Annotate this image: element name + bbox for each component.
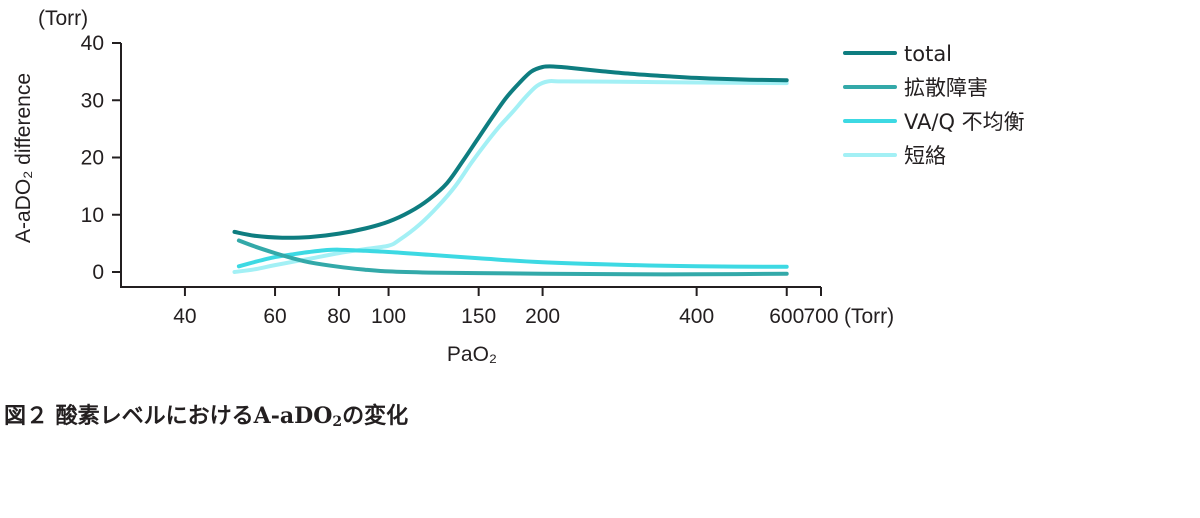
y-tick-label: 10 xyxy=(81,204,104,227)
series-line-2 xyxy=(236,238,789,277)
series-lines xyxy=(232,64,789,277)
x-tick-label: 400 xyxy=(679,305,714,328)
legend-label: VA/Q 不均衡 xyxy=(904,110,1025,134)
x-ticks: 40 60 80 100 150 200 400 600 700 xyxy=(173,287,839,328)
x-tick-label: 40 xyxy=(173,305,196,328)
series-line-4 xyxy=(232,79,789,274)
chart: (Torr) A-aDO₂ difference 0 10 20 30 40 40 60 8… xyxy=(12,7,1025,366)
x-tick-label: 100 xyxy=(371,305,406,328)
y-tick-label: 30 xyxy=(81,89,104,112)
x-tick-label: 150 xyxy=(461,305,496,328)
x-tick-label: 80 xyxy=(327,305,350,328)
caption-suffix: の変化 xyxy=(342,403,409,429)
x-tick-label: 700 xyxy=(803,305,838,328)
caption-prefix: 図２ 酸素レベルにおけるA-aDO xyxy=(4,403,333,429)
y-axis-label: A-aDO₂ difference xyxy=(12,73,35,243)
x-axis-label: PaO₂ xyxy=(447,343,497,366)
y-unit-label: (Torr) xyxy=(38,7,88,30)
x-tick-label: 60 xyxy=(263,305,286,328)
legend-label: 短絡 xyxy=(904,144,946,168)
caption-subscript: 2 xyxy=(332,414,343,430)
y-ticks: 0 10 20 30 40 xyxy=(81,32,121,284)
legend-label: total xyxy=(904,42,952,66)
y-tick-label: 40 xyxy=(81,32,104,55)
y-tick-label: 0 xyxy=(92,261,104,284)
x-tick-label: 600 xyxy=(769,305,804,328)
x-tick-label: 200 xyxy=(525,305,560,328)
series-line-1 xyxy=(232,64,789,240)
x-unit-label: (Torr) xyxy=(844,305,894,328)
y-tick-label: 20 xyxy=(81,147,104,170)
legend-label: 拡散障害 xyxy=(904,76,988,100)
figure-caption: 図２ 酸素レベルにおけるA-aDO2の変化 xyxy=(4,398,408,430)
